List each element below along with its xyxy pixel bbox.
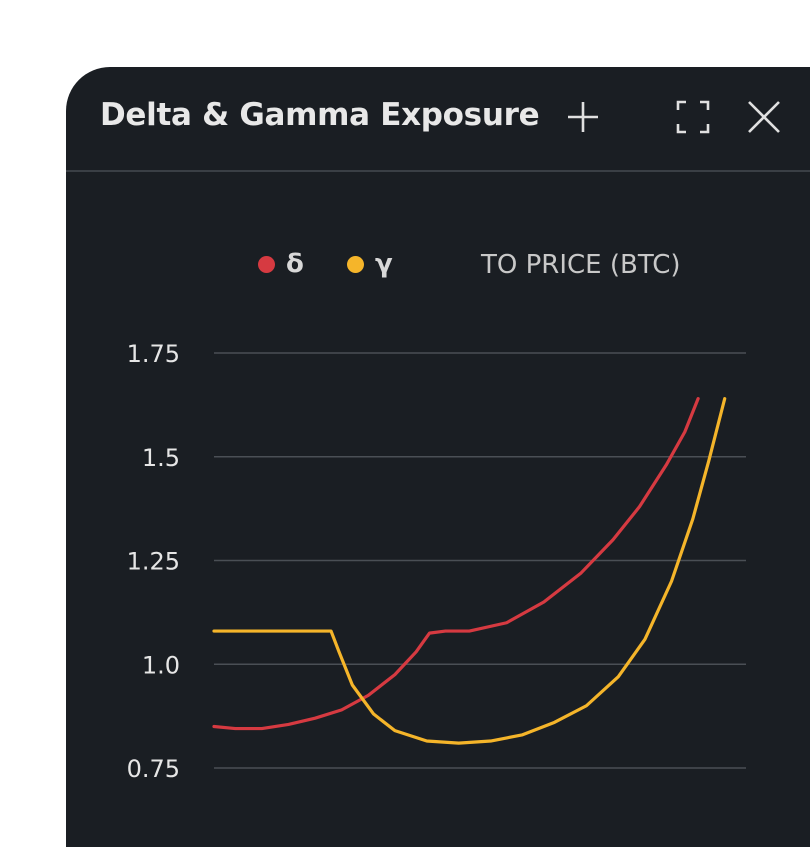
y-tick-label: 1.0 [142,651,180,679]
chart-legend: δ γ [66,249,810,289]
y-tick-label: 0.75 [127,755,180,783]
panel-header: Delta & Gamma Exposure [66,67,810,172]
line-chart: 1.75 1.5 1.25 1.0 0.75 [127,340,746,783]
legend-label-gamma: γ [375,249,393,279]
y-tick-label: 1.75 [127,340,180,368]
legend-item-gamma[interactable]: γ [347,249,393,279]
gamma-swatch [347,255,364,273]
gamma-series-line [212,397,727,745]
y-tick-label: 1.5 [142,444,180,472]
panel-title: Delta & Gamma Exposure [100,97,540,133]
expand-icon[interactable] [673,97,713,137]
delta-series-line [212,397,700,731]
y-tick-label: 1.25 [127,548,180,576]
price-unit-label: TO PRICE (BTC) [481,250,681,280]
chart-panel: Delta & Gamma Exposure δ γ TO PRICE (BTC… [66,67,810,847]
delta-swatch [258,255,275,273]
legend-item-delta[interactable]: δ [258,249,304,279]
close-icon[interactable] [744,97,784,137]
legend-label-delta: δ [286,249,304,279]
plus-icon[interactable] [563,97,603,137]
